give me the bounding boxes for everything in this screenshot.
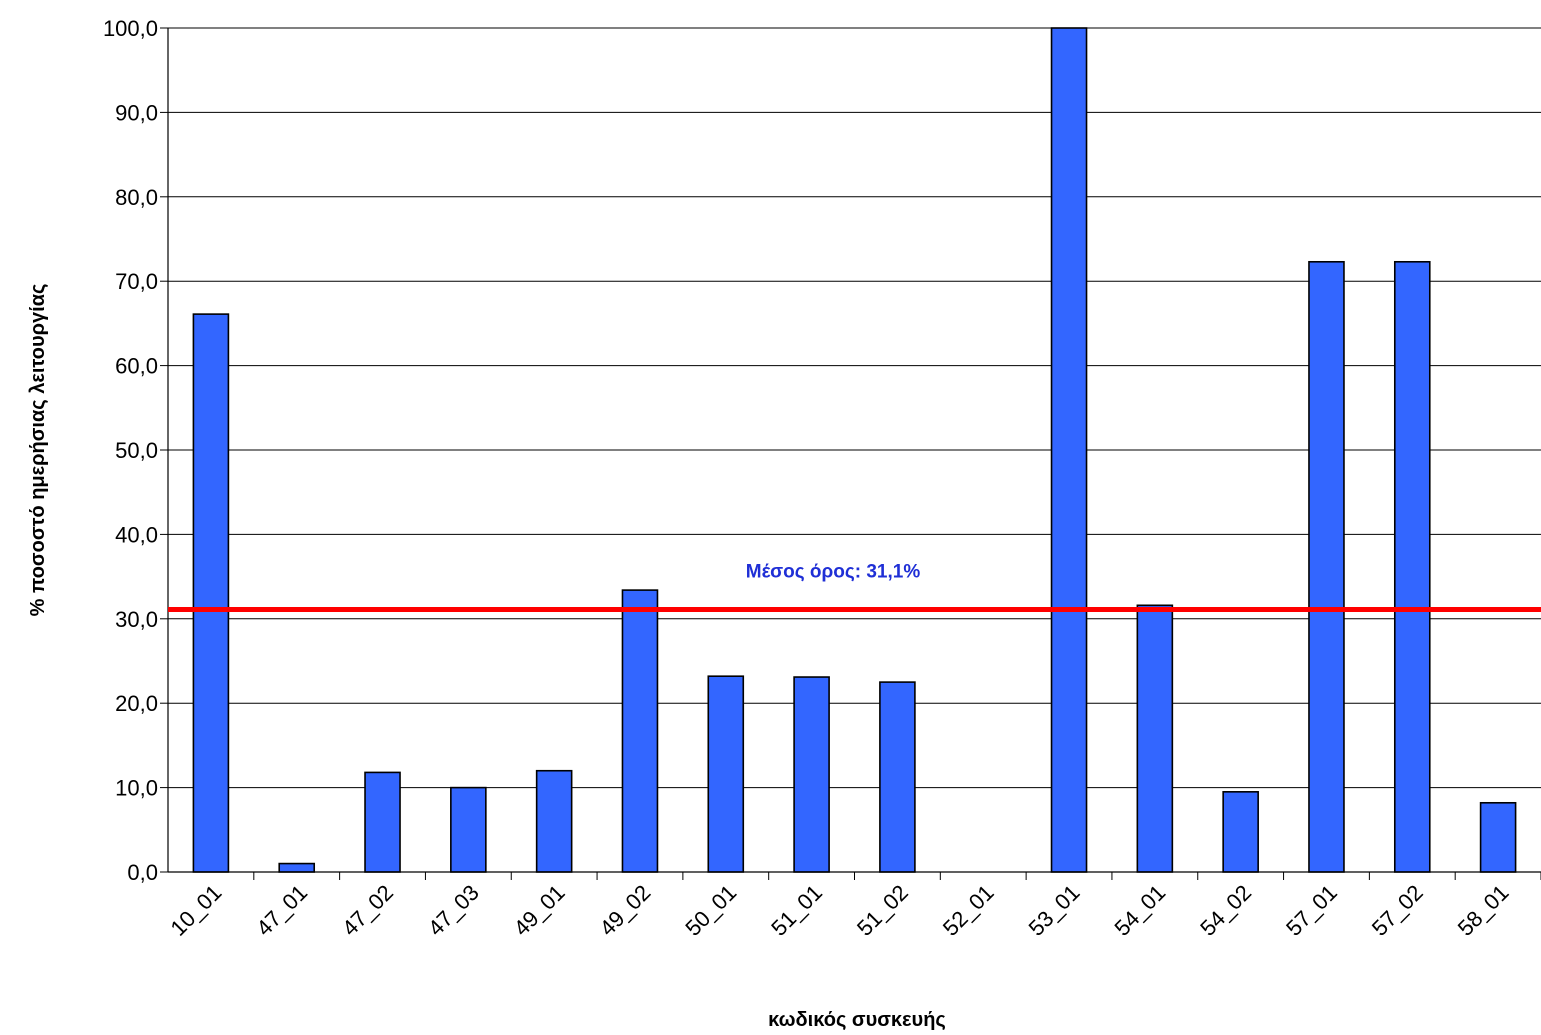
x-axis-title: κωδικός συσκευής bbox=[768, 1009, 946, 1031]
x-tick-label: 51_01 bbox=[766, 880, 827, 941]
bar-54_02 bbox=[1222, 791, 1259, 873]
x-tick-label: 50_01 bbox=[680, 880, 741, 941]
y-tick-label: 40,0 bbox=[115, 522, 158, 547]
y-tick-label: 60,0 bbox=[115, 354, 158, 379]
bar-47_03 bbox=[450, 786, 487, 873]
x-tick-label: 58_01 bbox=[1453, 880, 1514, 941]
bar-49_02 bbox=[621, 589, 659, 873]
bar-50_01 bbox=[707, 675, 745, 873]
x-tick-labels: 10_01 47_01 47_02 47_03 49_01 49_02 50_01 51_01… bbox=[165, 880, 1513, 941]
y-axis-title: % ποσοστό ημερήσιας λειτουργίας bbox=[27, 284, 49, 617]
x-tick-label: 47_03 bbox=[423, 880, 484, 941]
bar-58_01 bbox=[1479, 801, 1517, 873]
bar-54_01 bbox=[1136, 604, 1174, 873]
bar-47_01 bbox=[278, 862, 316, 873]
bar-47_02 bbox=[364, 771, 401, 873]
bar-51_01 bbox=[793, 676, 830, 873]
average-label: Μέσος όρος: 31,1% bbox=[746, 562, 921, 583]
bar-53_01 bbox=[1050, 27, 1088, 873]
x-tick-label: 49_01 bbox=[509, 880, 570, 941]
x-tick-label: 53_01 bbox=[1024, 880, 1085, 941]
y-tick-label: 90,0 bbox=[115, 100, 158, 125]
bar-51_02 bbox=[879, 681, 916, 873]
x-tick-label: 57_01 bbox=[1281, 880, 1342, 941]
bar-57_02 bbox=[1393, 260, 1431, 873]
x-tick-label: 10_01 bbox=[165, 880, 226, 941]
x-tick-label: 51_02 bbox=[852, 880, 913, 941]
bars bbox=[192, 27, 1517, 873]
y-tick-label: 100,0 bbox=[103, 16, 158, 41]
bar-57_01 bbox=[1308, 260, 1345, 873]
y-tick-label: 20,0 bbox=[115, 691, 158, 716]
x-tick-label: 52_01 bbox=[938, 880, 999, 941]
y-tick-label: 50,0 bbox=[115, 438, 158, 463]
x-tick-label: 57_02 bbox=[1367, 880, 1428, 941]
y-tick-labels: 0,0 10,0 20,0 30,0 40,0 50,0 60,0 70,0 80,0 90,0 1… bbox=[103, 16, 158, 885]
x-tick-label: 54_01 bbox=[1109, 880, 1170, 941]
y-tick-label: 0,0 bbox=[127, 860, 158, 885]
y-tick-label: 80,0 bbox=[115, 185, 158, 210]
x-tick-label: 47_02 bbox=[337, 880, 398, 941]
x-tick-label: 49_02 bbox=[595, 880, 656, 941]
bar-10_01 bbox=[192, 313, 230, 873]
axes bbox=[167, 28, 1541, 873]
x-tick-label: 54_02 bbox=[1195, 880, 1256, 941]
bar-49_01 bbox=[535, 769, 573, 873]
y-tick-label: 70,0 bbox=[115, 269, 158, 294]
y-tick-label: 10,0 bbox=[115, 776, 158, 801]
y-tick-label: 30,0 bbox=[115, 607, 158, 632]
x-tick-label: 47_01 bbox=[251, 880, 312, 941]
